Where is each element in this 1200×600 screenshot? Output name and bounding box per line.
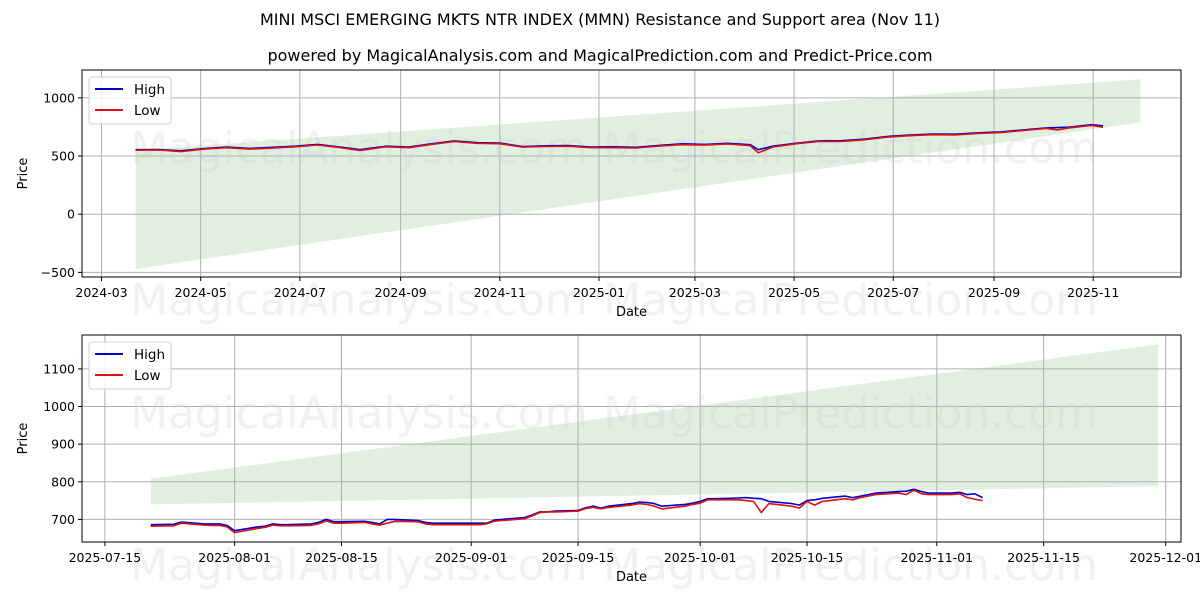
series-low-line <box>150 489 983 534</box>
x-tick-label: 2024-11 <box>474 285 526 300</box>
x-tick-label: 2025-10-15 <box>771 550 844 565</box>
y-tick-label: 0 <box>67 207 75 222</box>
x-tick-label: 2025-11-01 <box>900 550 973 565</box>
axes-frame <box>81 334 1182 543</box>
x-tick-label: 2025-10-01 <box>664 550 737 565</box>
support-resistance-band <box>150 344 1159 505</box>
y-tick-label: 900 <box>51 437 75 452</box>
x-axis-label: Date <box>616 305 647 320</box>
x-tick-label: 2024-03 <box>75 285 127 300</box>
x-tick-label: 2025-01 <box>573 285 625 300</box>
x-tick-label: 2025-09 <box>968 285 1020 300</box>
watermark-text: MagicalPrediction.com <box>603 540 1098 591</box>
y-tick-label: −500 <box>41 265 75 280</box>
legend-label-low: Low <box>134 103 161 119</box>
y-tick-label: 500 <box>51 149 75 164</box>
watermark-text: MagicalAnalysis.com <box>130 540 588 591</box>
x-tick-label: 2025-09-01 <box>435 550 508 565</box>
support-resistance-band <box>135 79 1141 269</box>
watermark-text: MagicalPrediction.com <box>603 388 1098 439</box>
y-tick-label: 800 <box>51 474 75 489</box>
x-tick-label: 2025-08-15 <box>305 550 378 565</box>
axes-frame <box>81 69 1182 278</box>
chart-title: MINI MSCI EMERGING MKTS NTR INDEX (MMN) … <box>259 10 941 29</box>
x-tick-label: 2024-07 <box>274 285 326 300</box>
legend: High Low <box>88 341 172 390</box>
legend-label-high: High <box>134 82 165 98</box>
y-axis-label: Price <box>16 158 31 190</box>
x-tick-label: 2025-09-15 <box>542 550 615 565</box>
series-low-line <box>135 124 1104 154</box>
x-tick-label: 2024-09 <box>375 285 427 300</box>
resistance-support-chart-full: MagicalAnalysis.comMagicalAnalysis.comMa… <box>16 69 1182 326</box>
x-tick-label: 2025-07 <box>867 285 919 300</box>
x-axis-label: Date <box>616 570 647 585</box>
resistance-support-chart-recent: MagicalAnalysis.com MagicalAnalysis.com Ma… <box>16 334 1200 591</box>
legend-label-high: High <box>134 347 165 363</box>
x-tick-label: 2025-05 <box>768 285 820 300</box>
y-tick-label: 1000 <box>43 399 75 414</box>
x-tick-label: 2025-12-01 <box>1129 550 1200 565</box>
y-tick-label: 1000 <box>43 90 75 105</box>
x-tick-label: 2025-07-15 <box>69 550 142 565</box>
watermark-text: MagicalPrediction.com <box>603 275 1098 326</box>
grid-lines <box>82 335 1181 542</box>
x-tick-label: 2024-05 <box>175 285 227 300</box>
x-tick-label: 2025-11 <box>1067 285 1119 300</box>
grid-lines <box>82 70 1181 277</box>
watermark-text: MagicalAnalysis.com <box>130 275 588 326</box>
y-axis-label: Price <box>16 423 31 455</box>
y-tick-label: 700 <box>51 512 75 527</box>
legend: High Low <box>88 76 172 125</box>
chart-subtitle: powered by MagicalAnalysis.com and Magic… <box>267 46 933 65</box>
x-tick-label: 2025-11-15 <box>1007 550 1080 565</box>
x-tick-label: 2025-08-01 <box>198 550 271 565</box>
watermark-text: MagicalAnalysis.com <box>130 388 588 439</box>
legend-label-low: Low <box>134 368 161 384</box>
y-tick-label: 1100 <box>43 361 75 376</box>
x-tick-label: 2025-03 <box>669 285 721 300</box>
